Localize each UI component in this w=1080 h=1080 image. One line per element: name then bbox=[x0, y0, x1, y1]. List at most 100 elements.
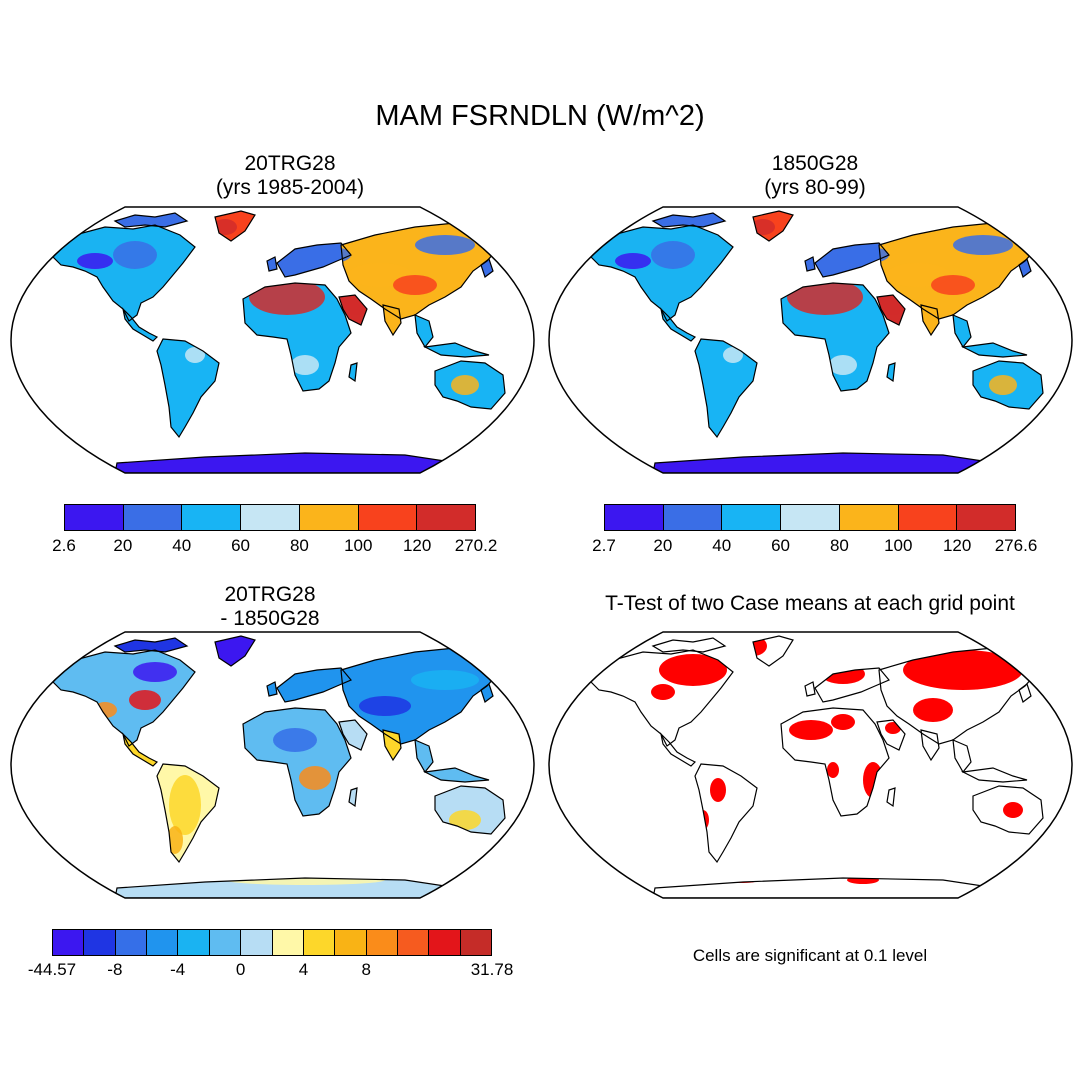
coastline-central-america bbox=[660, 732, 697, 767]
colorbar-swatch bbox=[335, 930, 367, 955]
significance-note: Cells are significant at 0.1 level bbox=[692, 946, 928, 965]
land-south-america bbox=[157, 339, 219, 437]
map-panel-1 bbox=[10, 206, 535, 474]
field-anomaly-patch bbox=[953, 235, 1013, 255]
colorbar-swatch bbox=[839, 505, 899, 530]
coastline-australia bbox=[434, 785, 506, 835]
field-anomaly-patch bbox=[133, 662, 177, 682]
coastline-australia bbox=[434, 360, 506, 410]
colorbar-tick-label: 80 bbox=[289, 536, 309, 555]
field-anomaly-patch bbox=[829, 355, 857, 375]
significance-region bbox=[651, 684, 675, 700]
coastline-africa bbox=[780, 282, 890, 392]
colorbar-panel-1-labels: 2.6 20 40 60 80 100 120 270.2 bbox=[52, 536, 497, 556]
colorbar-tick-label: 2.6 bbox=[52, 536, 76, 555]
land-uk bbox=[805, 257, 815, 271]
land-europe bbox=[277, 668, 351, 702]
figure-title: MAM FSRNDLN (W/m^2) bbox=[375, 100, 705, 132]
significance-region bbox=[831, 714, 855, 730]
colorbar-tick-label: 100 bbox=[344, 536, 373, 555]
colorbar-tick-label: -44.57 bbox=[27, 960, 77, 979]
land-canadian-islands bbox=[653, 638, 725, 652]
map-panel-2 bbox=[548, 206, 1073, 474]
coastline-india bbox=[920, 729, 940, 762]
colorbar-swatch bbox=[358, 505, 418, 530]
coastline-antarctica bbox=[652, 877, 985, 898]
map-border bbox=[10, 206, 535, 474]
land-canadian-islands bbox=[115, 213, 187, 227]
coastline-indonesia bbox=[422, 767, 490, 783]
colorbar-tick-label: 20 bbox=[653, 536, 673, 555]
panel-1-title-line2: (yrs 1985-2004) bbox=[215, 176, 365, 199]
coastline-europe bbox=[276, 242, 352, 278]
field-anomaly-patch bbox=[931, 275, 975, 295]
panel-4-title: T-Test of two Case means at each grid po… bbox=[605, 592, 1015, 615]
land-north-america bbox=[53, 225, 195, 321]
field-anomaly-patch bbox=[787, 279, 863, 315]
coastline-south-america bbox=[694, 763, 758, 864]
significance-region bbox=[975, 738, 991, 758]
coastline-africa bbox=[242, 282, 352, 392]
significance-region bbox=[827, 762, 839, 778]
colorbar-swatch bbox=[147, 930, 179, 955]
coastline-south-america bbox=[156, 763, 220, 864]
panel-2-title-line1: 1850G28 bbox=[771, 152, 859, 175]
coastline-north-america bbox=[52, 224, 196, 322]
land-north-america bbox=[53, 650, 195, 746]
colorbar-swatch bbox=[663, 505, 723, 530]
coastline-arabia bbox=[338, 294, 368, 326]
colorbar-tick-label: 4 bbox=[298, 960, 309, 979]
colorbar-swatch bbox=[605, 505, 664, 530]
coastline-south-america bbox=[694, 338, 758, 439]
significance-region bbox=[739, 636, 767, 656]
field-anomaly-patch bbox=[273, 728, 317, 752]
significance-region bbox=[913, 698, 953, 722]
land-india bbox=[921, 730, 939, 760]
land-indonesia bbox=[425, 768, 489, 782]
significance-region bbox=[885, 722, 901, 734]
coastline-india bbox=[920, 304, 940, 337]
coastline-arabia bbox=[876, 294, 906, 326]
colorbar-tick-label: 31.78 bbox=[470, 960, 514, 979]
coastline-central-america bbox=[122, 732, 159, 767]
field-anomaly-patch bbox=[299, 766, 331, 790]
coastline-uk bbox=[266, 256, 278, 272]
field-anomaly-patch bbox=[249, 279, 325, 315]
colorbar-swatch bbox=[366, 930, 398, 955]
colorbar-swatch bbox=[115, 930, 148, 955]
colorbar-panel-3 bbox=[52, 929, 492, 956]
coastline-uk bbox=[804, 256, 816, 272]
land-south-america bbox=[695, 339, 757, 437]
coastline-europe bbox=[276, 667, 352, 703]
field-anomaly-patch bbox=[219, 640, 251, 660]
panel-2-title-line2: (yrs 80-99) bbox=[764, 176, 866, 199]
map-panel-4 bbox=[548, 631, 1073, 899]
coastline-arabia bbox=[338, 719, 368, 751]
panel-2-title: 1850G28 (yrs 80-99) bbox=[640, 152, 990, 200]
land-southeast-asia bbox=[953, 315, 971, 347]
land-india bbox=[383, 730, 401, 760]
coastline-central-america bbox=[122, 307, 159, 342]
colorbar-tick-label: 40 bbox=[172, 536, 192, 555]
coastline-indonesia bbox=[960, 342, 1028, 358]
significance-region bbox=[903, 650, 1023, 690]
colorbar-tick-label: -4 bbox=[170, 960, 186, 979]
field-anomaly-patch bbox=[415, 235, 475, 255]
coastline-south-america bbox=[156, 338, 220, 439]
colorbar-swatch bbox=[84, 930, 116, 955]
field-anomaly-patch bbox=[77, 253, 113, 269]
colorbar-swatch bbox=[182, 505, 242, 530]
field-anomaly-patch bbox=[837, 246, 889, 264]
coastline-africa bbox=[242, 707, 352, 817]
colorbar-swatch bbox=[209, 930, 242, 955]
land-arabia bbox=[339, 720, 367, 750]
colorbar-tick-label: 100 bbox=[884, 536, 913, 555]
field-anomaly-patch bbox=[411, 670, 479, 690]
panel-1-title-line1: 20TRG28 bbox=[244, 152, 336, 175]
colorbar-tick-label: -8 bbox=[107, 960, 123, 979]
coastline-uk bbox=[804, 681, 816, 697]
coastline-canadian-islands bbox=[651, 637, 727, 653]
coastline-arabia bbox=[876, 719, 906, 751]
field-anomaly-patch bbox=[129, 690, 161, 710]
land-southeast-asia bbox=[415, 315, 433, 347]
